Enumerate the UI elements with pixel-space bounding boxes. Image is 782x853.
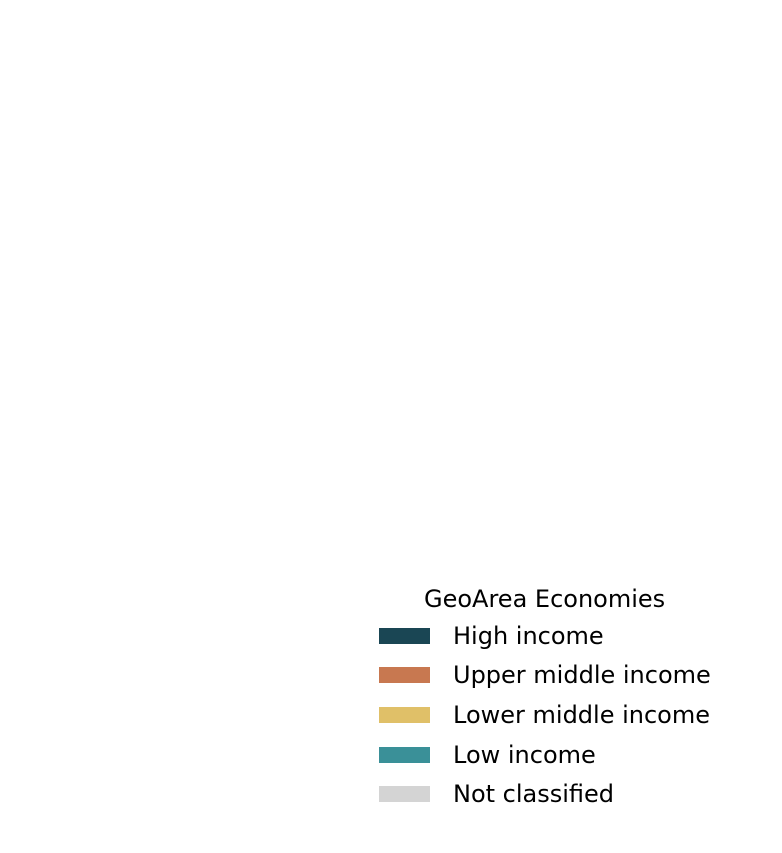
legend-item-lower-middle-income: Lower middle income bbox=[379, 695, 759, 735]
legend-title: GeoArea Economies bbox=[424, 585, 666, 613]
map-area bbox=[0, 0, 782, 570]
legend-items: High income Upper middle income Lower mi… bbox=[379, 616, 759, 814]
legend-label-upper-middle-income: Upper middle income bbox=[453, 661, 711, 690]
legend-swatch-low-income bbox=[379, 746, 430, 763]
legend-swatch-high-income bbox=[379, 627, 430, 644]
legend-item-upper-middle-income: Upper middle income bbox=[379, 656, 759, 696]
legend-item-high-income: High income bbox=[379, 616, 759, 656]
legend: GeoArea Economies High income Upper midd… bbox=[379, 582, 759, 814]
legend-label-lower-middle-income: Lower middle income bbox=[453, 700, 711, 729]
legend-swatch-lower-middle-income bbox=[379, 706, 430, 723]
legend-item-not-classified: Not classified bbox=[379, 774, 759, 814]
legend-swatch-not-classified bbox=[379, 786, 430, 803]
legend-item-low-income: Low income bbox=[379, 735, 759, 775]
legend-swatch-upper-middle-income bbox=[379, 667, 430, 684]
legend-label-low-income: Low income bbox=[453, 740, 596, 769]
legend-label-not-classified: Not classified bbox=[453, 780, 615, 809]
legend-label-high-income: High income bbox=[453, 621, 604, 650]
